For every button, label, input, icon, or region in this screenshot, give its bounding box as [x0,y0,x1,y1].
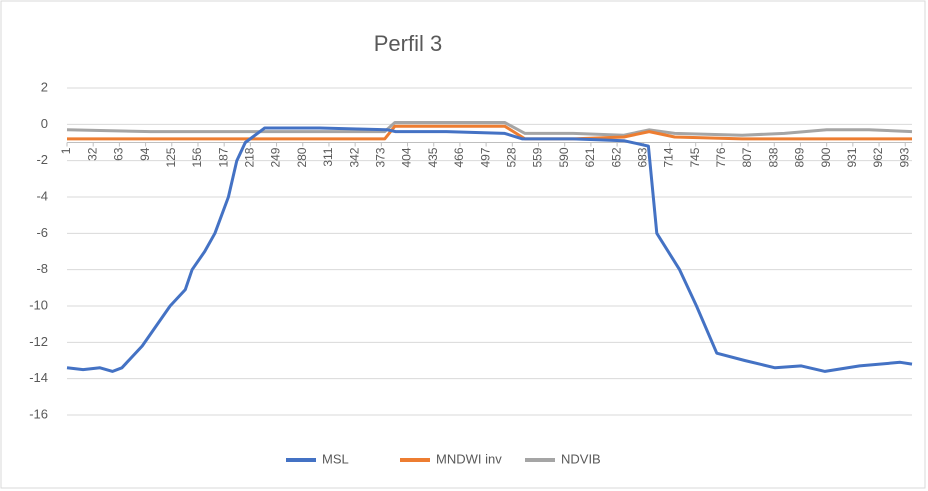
x-tick-label: 187 [216,147,230,167]
y-tick-label: -8 [36,261,48,276]
series-line [66,126,913,373]
x-tick-label: 776 [714,147,728,167]
y-tick-label: -10 [29,297,48,312]
x-tick-label: 218 [243,147,257,167]
x-tick-label: 528 [504,147,518,167]
x-tick-label: 94 [138,147,152,161]
x-tick-label: 32 [85,147,99,161]
y-tick-label: -14 [29,370,48,385]
x-tick-label: 125 [164,147,178,167]
y-tick-label: 0 [41,116,48,131]
x-tick-label: 435 [426,147,440,167]
x-tick-label: 900 [819,147,833,167]
x-tick-label: 714 [662,147,676,167]
y-tick-label: -6 [36,225,48,240]
x-tick-label: 404 [400,147,414,167]
x-tick-label: 993 [897,147,911,167]
chart-title: Perfil 3 [374,31,442,56]
x-tick-label: 745 [688,147,702,167]
x-tick-label: 63 [112,147,126,161]
y-tick-label: -16 [29,406,48,421]
y-tick-label: -12 [29,334,48,349]
x-tick-label: 559 [531,147,545,167]
y-tick-label: -2 [36,152,48,167]
y-tick-label: -4 [36,188,48,203]
series-line [66,121,913,137]
x-tick-label: 807 [740,147,754,167]
legend-label: MSL [322,451,349,466]
x-tick-label: 373 [374,147,388,167]
x-tick-label: 1 [59,147,73,154]
x-tick-label: 156 [190,147,204,167]
x-tick-label: 311 [321,147,335,166]
x-tick-label: 683 [635,147,649,167]
x-tick-label: 280 [295,147,309,167]
x-tick-label: 931 [845,147,859,167]
x-tick-label: 249 [269,147,283,167]
x-tick-label: 869 [793,147,807,167]
x-tick-label: 466 [452,147,466,167]
x-tick-label: 590 [557,147,571,167]
x-tick-label: 962 [871,147,885,167]
x-tick-label: 342 [347,147,361,167]
series-line [67,124,912,141]
legend-label: NDVIB [561,451,601,466]
x-tick-label: 621 [583,147,597,167]
legend-label: MNDWI inv [436,451,502,466]
x-tick-label: 497 [478,147,492,167]
y-tick-label: 2 [41,79,48,94]
x-tick-label: 838 [766,147,780,167]
x-tick-label: 652 [609,147,623,167]
